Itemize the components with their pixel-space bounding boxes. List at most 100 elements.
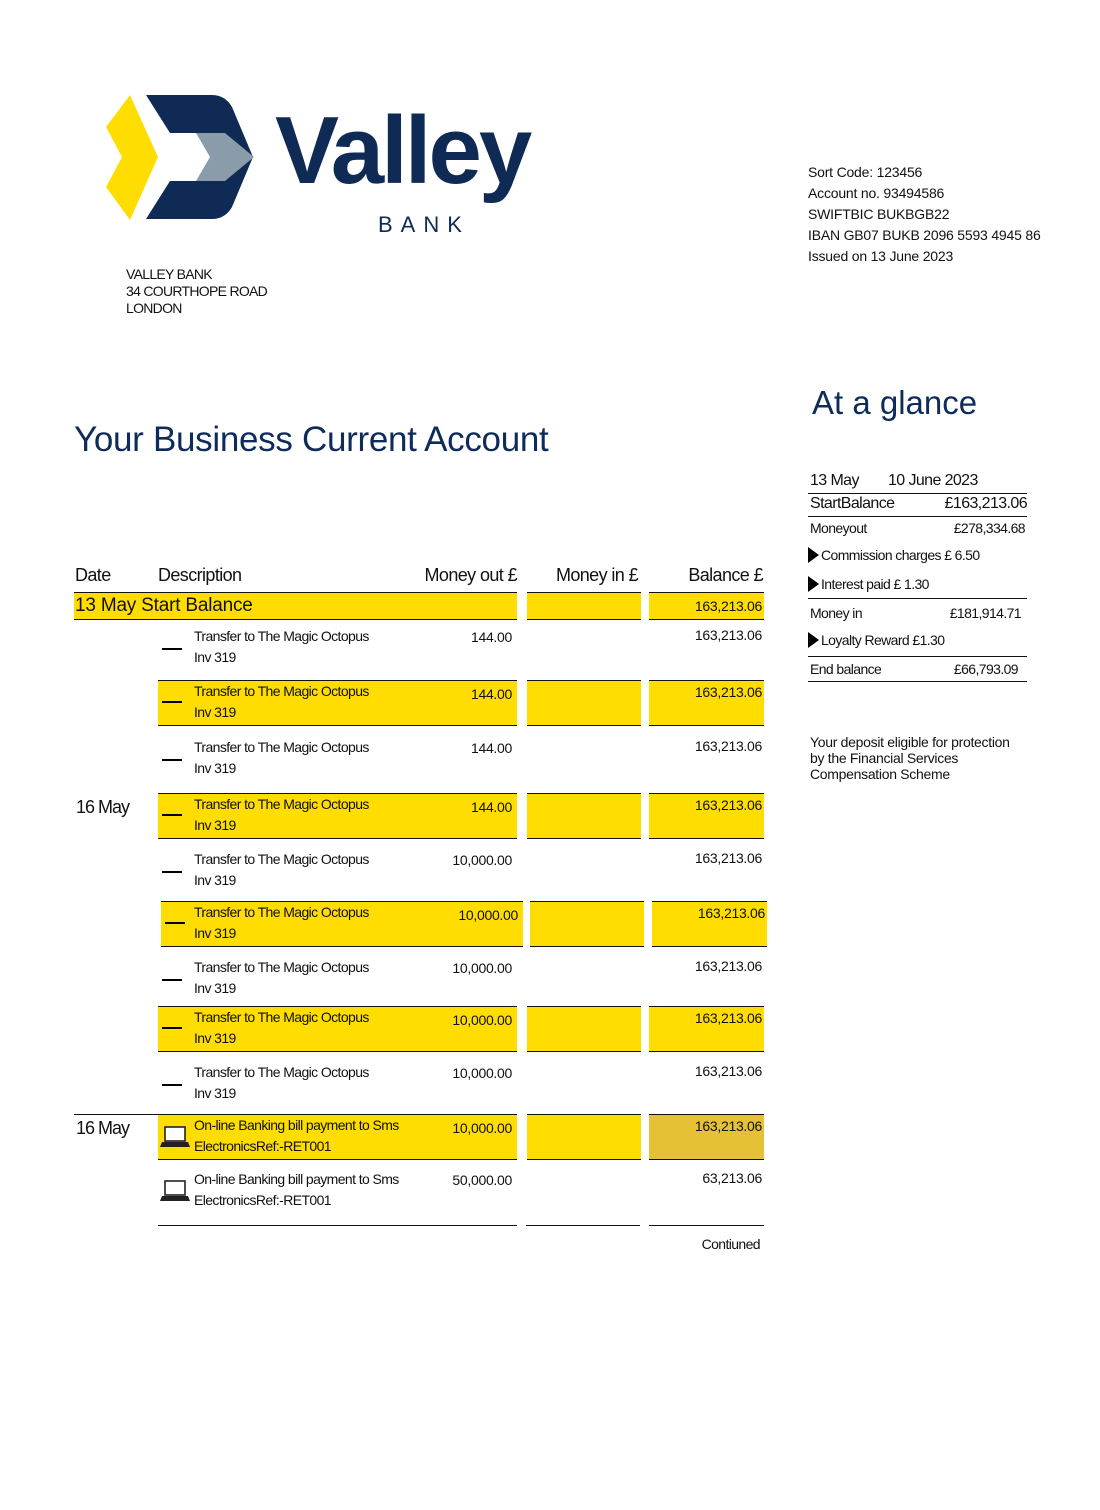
money-out-value: 50,000.00 (452, 1172, 512, 1188)
bank-address: VALLEY BANK 34 COURTHOPE ROAD LONDON (126, 266, 268, 317)
money-out-value: 144.00 (470, 740, 512, 756)
money-in-cell (527, 680, 641, 726)
date-rule (74, 1114, 158, 1115)
description-line-2: Inv 319 (194, 925, 236, 941)
header-money-in: Money in £ (555, 565, 639, 585)
money-out-value: 10,000.00 (452, 1012, 512, 1028)
description-line-1: Transfer to The Magic Octopus (194, 851, 369, 867)
description-line-1: Transfer to The Magic Octopus (194, 683, 369, 699)
description-line-1: Transfer to The Magic Octopus (194, 628, 369, 644)
glance-commission: Commission charges £ 6.50 (808, 547, 1027, 563)
dash-icon (162, 759, 182, 761)
description-line-1: Transfer to The Magic Octopus (194, 796, 369, 812)
glance-interest: Interest paid £ 1.30 (808, 576, 1027, 599)
table-bottom-rule (649, 1225, 764, 1226)
logo-wordmark: Valley (275, 97, 532, 204)
money-in-cell (527, 957, 641, 1003)
address-line: LONDON (126, 300, 182, 316)
balance-cell: 163,213.06 (649, 626, 764, 672)
protection-line: by the Financial Services (810, 750, 959, 766)
balance-value: 163,213.06 (694, 627, 762, 643)
description-cell: Transfer to The Magic Octopus Inv 319 10… (158, 1006, 517, 1052)
money-in-cell (527, 1062, 641, 1108)
valley-bank-logo: Valley BANK (100, 85, 570, 237)
money-out-value: 10,000.00 (452, 852, 512, 868)
description-line-2: ElectronicsRef:-RET001 (194, 1192, 332, 1208)
description-line-1: On-line Banking bill payment to Sms (194, 1171, 399, 1187)
dash-icon (165, 922, 185, 924)
balance-value: 163,213.06 (694, 797, 762, 813)
header-money-out: Money out £ (424, 565, 518, 585)
laptop-icon (160, 1126, 190, 1147)
balance-value: 163,213.06 (694, 1063, 762, 1079)
description-cell: Transfer to The Magic Octopus Inv 319 14… (158, 737, 517, 783)
description-line-2: Inv 319 (194, 980, 236, 996)
money-out-value: 10,000.00 (452, 960, 512, 976)
balance-cell: 163,213.06 (649, 849, 764, 895)
money-out-value: 144.00 (470, 629, 512, 645)
money-in-cell (530, 901, 644, 947)
money-in-cell (527, 626, 641, 672)
row-date: 16 May (76, 1118, 130, 1138)
description-line-1: On-line Banking bill payment to Sms (194, 1117, 399, 1133)
value: Commission charges £ 6.50 (821, 547, 980, 563)
address-line: VALLEY BANK (126, 266, 213, 282)
label: End balance (810, 661, 882, 677)
money-out-value: 144.00 (470, 799, 512, 815)
description-line-1: Transfer to The Magic Octopus (194, 1064, 369, 1080)
dash-icon (162, 814, 182, 816)
address-line: 34 COURTHOPE ROAD (126, 283, 268, 299)
issue-date: Issued on 13 June 2023 (808, 248, 954, 264)
glance-title: At a glance (812, 384, 978, 421)
description-cell: Transfer to The Magic Octopus Inv 319 14… (158, 680, 517, 726)
header-date: Date (75, 565, 111, 585)
triangle-bullet-icon (808, 547, 819, 563)
balance-cell: 163,213.06 (649, 737, 764, 783)
balance-cell: 163,213.06 (652, 901, 767, 947)
glance-money-out: Moneyout £278,334.68 (808, 520, 1027, 536)
description-cell: Transfer to The Magic Octopus Inv 319 14… (158, 626, 517, 672)
table-bottom-rule (158, 1225, 517, 1226)
balance-value: 163,213.06 (697, 905, 765, 921)
glance-period: 13 May 10 June 2023 (808, 472, 1027, 494)
description-line-2: Inv 319 (194, 649, 236, 665)
description-cell: Transfer to The Magic Octopus Inv 319 14… (158, 793, 517, 839)
dash-icon (162, 871, 182, 873)
balance-value: 163,213.06 (694, 1010, 762, 1026)
glance-loyalty: Loyalty Reward £1.30 (808, 632, 1027, 657)
account-number: Account no. 93494586 (808, 185, 945, 201)
protection-line: Compensation Scheme (810, 766, 950, 782)
balance-cell: 163,213.06 (649, 793, 764, 839)
value: £278,334.68 (953, 520, 1026, 536)
label: StartBalance (810, 495, 895, 512)
money-in-cell (527, 1169, 641, 1215)
balance-value: 163,213.06 (694, 958, 762, 974)
dash-icon (162, 648, 182, 650)
table-bottom-rule (526, 1225, 640, 1226)
row-date: 16 May (76, 797, 130, 817)
continued-label: Contiuned (701, 1236, 761, 1252)
start-money-in-cell (527, 592, 641, 620)
protection-line: Your deposit eligible for protection (810, 734, 1010, 750)
money-in-cell (527, 793, 641, 839)
dash-icon (162, 701, 182, 703)
glance-start-balance: StartBalance £163,213.06 (808, 495, 1028, 517)
money-in-cell (527, 1114, 641, 1160)
period-end: 10 June 2023 (888, 472, 978, 489)
description-cell: On-line Banking bill payment to Sms Elec… (158, 1114, 517, 1160)
value: Interest paid £ 1.30 (821, 576, 929, 592)
balance-cell: 63,213.06 (649, 1169, 764, 1215)
balance-cell: 163,213.06 (649, 1006, 764, 1052)
dash-icon (162, 979, 182, 981)
value: £66,793.09 (953, 661, 1019, 677)
money-in-cell (527, 1006, 641, 1052)
description-line-2: Inv 319 (194, 817, 236, 833)
description-line-2: ElectronicsRef:-RET001 (194, 1138, 332, 1154)
money-out-value: 10,000.00 (452, 1065, 512, 1081)
description-cell: Transfer to The Magic Octopus Inv 319 10… (158, 849, 517, 895)
balance-cell: 163,213.06 (649, 1062, 764, 1108)
sort-code: Sort Code: 123456 (808, 164, 923, 180)
page-title: Your Business Current Account (74, 420, 549, 459)
balance-value: 163,213.06 (694, 684, 762, 700)
description-line-1: Transfer to The Magic Octopus (194, 739, 369, 755)
